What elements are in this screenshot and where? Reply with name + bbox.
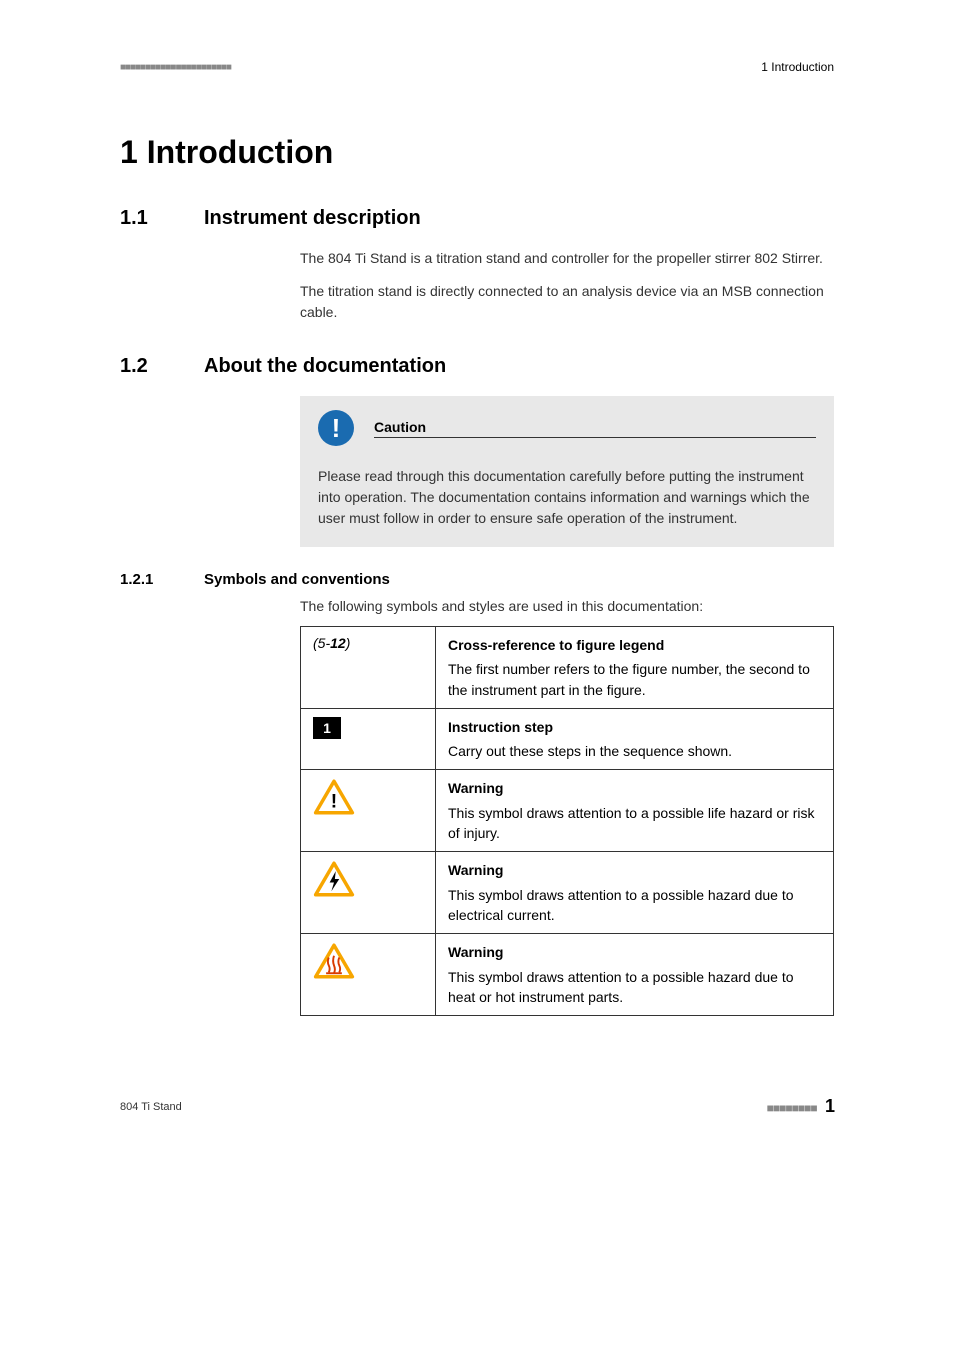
symbol-cell-warning-electric <box>301 852 436 934</box>
callout-title: Caution <box>374 419 816 438</box>
warning-heat-icon <box>313 942 355 980</box>
desc-cell: Cross-reference to figure legend The fir… <box>436 627 834 709</box>
desc-body: This symbol draws attention to a possibl… <box>448 885 821 926</box>
table-row: Warning This symbol draws attention to a… <box>301 934 834 1016</box>
footer-page-number: 1 <box>825 1096 834 1116</box>
desc-cell: Warning This symbol draws attention to a… <box>436 934 834 1016</box>
table-row: (5-12) Cross-reference to figure legend … <box>301 627 834 709</box>
section-1-1-heading: 1.1 Instrument description <box>120 207 834 230</box>
callout-header: ! Caution <box>318 410 816 446</box>
desc-title: Warning <box>448 860 821 880</box>
desc-title: Cross-reference to figure legend <box>448 635 821 655</box>
desc-cell: Instruction step Carry out these steps i… <box>436 708 834 770</box>
warning-electric-icon <box>313 860 355 898</box>
footer-dots-right: ■■■■■■■■ 1 <box>767 1096 834 1117</box>
header-dots-left: ■■■■■■■■■■■■■■■■■■■■■■ <box>120 62 231 73</box>
desc-body: The first number refers to the figure nu… <box>448 659 821 700</box>
section-title-text: Instrument description <box>204 207 834 230</box>
subsection-title-text: Symbols and conventions <box>204 571 834 588</box>
svg-text:!: ! <box>331 792 337 813</box>
desc-body: This symbol draws attention to a possibl… <box>448 967 821 1008</box>
footer-dots: ■■■■■■■■ <box>767 1101 817 1115</box>
callout-body: Please read through this documentation c… <box>318 466 816 529</box>
desc-body: This symbol draws attention to a possibl… <box>448 803 821 844</box>
section-number: 1.1 <box>120 207 204 230</box>
table-row: ! Warning This symbol draws attention to… <box>301 770 834 852</box>
warning-triangle-icon: ! <box>313 778 355 816</box>
subsection-number: 1.2.1 <box>120 571 204 588</box>
section-1-2-1-heading: 1.2.1 Symbols and conventions <box>120 571 834 588</box>
symbol-cell-step: 1 <box>301 708 436 770</box>
desc-title: Warning <box>448 942 821 962</box>
section-title-text: About the documentation <box>204 355 834 378</box>
figref-suffix: ) <box>346 635 351 651</box>
symbols-table: (5-12) Cross-reference to figure legend … <box>300 626 834 1016</box>
desc-cell: Warning This symbol draws attention to a… <box>436 852 834 934</box>
subsection-intro: The following symbols and styles are use… <box>300 598 834 614</box>
section-1-1-para2: The titration stand is directly connecte… <box>300 281 834 323</box>
desc-title: Warning <box>448 778 821 798</box>
section-1-1: 1.1 Instrument description The 804 Ti St… <box>120 207 834 323</box>
footer-product-name: 804 Ti Stand <box>120 1101 182 1113</box>
chapter-title: 1 Introduction <box>120 134 834 171</box>
page-footer: 804 Ti Stand ■■■■■■■■ 1 <box>120 1096 834 1117</box>
caution-callout: ! Caution Please read through this docum… <box>300 396 834 547</box>
figref-prefix: (5- <box>313 635 330 651</box>
symbol-cell-warning-general: ! <box>301 770 436 852</box>
section-1-1-para1: The 804 Ti Stand is a titration stand an… <box>300 248 834 269</box>
table-row: 1 Instruction step Carry out these steps… <box>301 708 834 770</box>
section-1-2: 1.2 About the documentation ! Caution Pl… <box>120 355 834 1016</box>
table-row: Warning This symbol draws attention to a… <box>301 852 834 934</box>
symbol-cell-warning-heat <box>301 934 436 1016</box>
desc-body: Carry out these steps in the sequence sh… <box>448 741 821 761</box>
section-1-2-heading: 1.2 About the documentation <box>120 355 834 378</box>
desc-cell: Warning This symbol draws attention to a… <box>436 770 834 852</box>
caution-icon: ! <box>318 410 354 446</box>
header-section-label: 1 Introduction <box>761 60 834 74</box>
symbol-cell-figref: (5-12) <box>301 627 436 709</box>
desc-title: Instruction step <box>448 717 821 737</box>
step-badge: 1 <box>313 717 341 739</box>
exclamation-icon: ! <box>332 415 341 441</box>
section-number: 1.2 <box>120 355 204 378</box>
figref-bold: 12 <box>330 635 346 651</box>
page-header: ■■■■■■■■■■■■■■■■■■■■■■ 1 Introduction <box>120 60 834 74</box>
